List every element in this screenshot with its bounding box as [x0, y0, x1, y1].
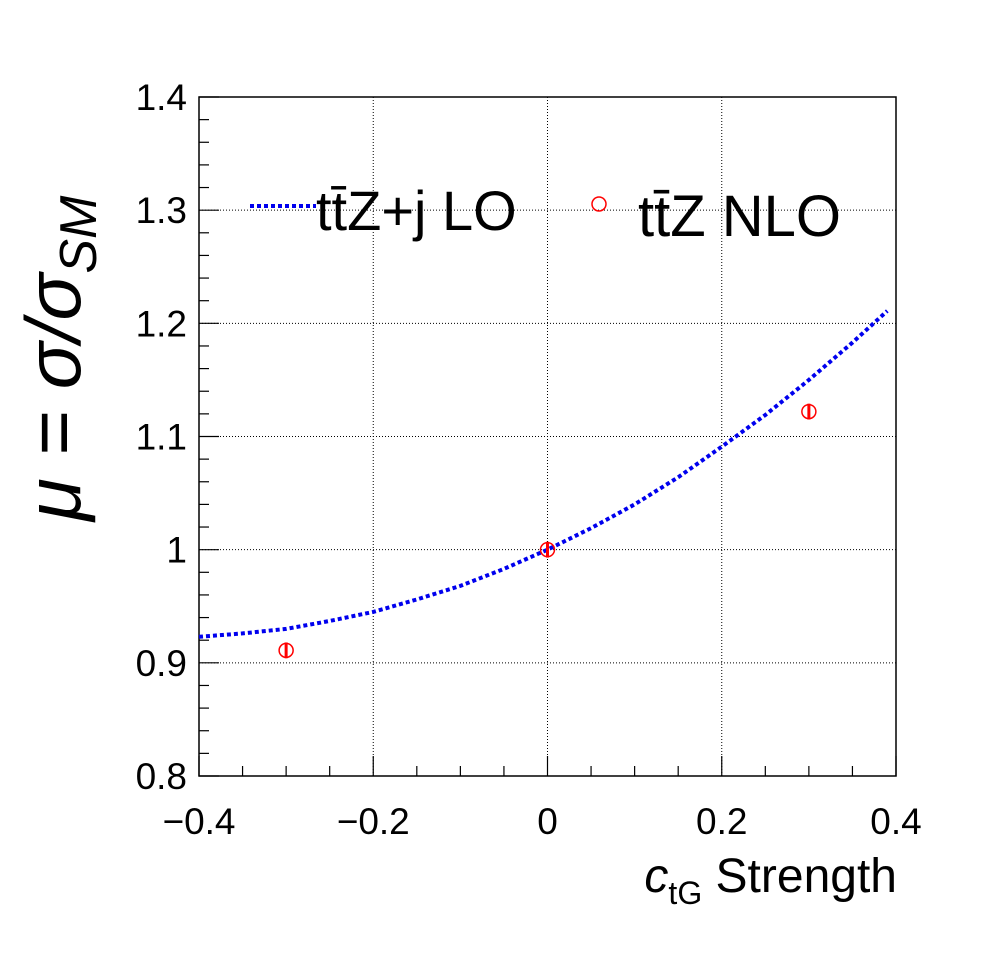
legend: tt̄Z+j LO tt̄Z NLO	[250, 179, 841, 249]
nlo-point	[539, 541, 556, 558]
series-nlo-points	[278, 403, 817, 659]
x-axis-title: ctG Strength	[644, 850, 897, 911]
minor-ticks	[198, 96, 897, 777]
nlo-point	[278, 642, 294, 659]
nlo-point	[801, 403, 817, 420]
nlo-marker	[539, 541, 556, 558]
y-tick-label: 0.9	[136, 643, 187, 684]
x-tick-label: −0.4	[162, 801, 235, 842]
y-tick-label: 1.3	[136, 190, 187, 231]
lo-curve	[198, 309, 889, 639]
nlo-marker	[801, 403, 817, 420]
y-tick-label: 1	[166, 530, 187, 571]
legend-lo-label: tt̄Z+j LO	[316, 179, 517, 242]
x-tick-label: 0.4	[870, 801, 921, 842]
nlo-marker	[278, 642, 294, 659]
x-tick-label: −0.2	[337, 801, 410, 842]
legend-nlo-label: tt̄Z NLO	[638, 184, 841, 249]
x-tick-label: 0.2	[696, 801, 747, 842]
y-axis-title: μ = σ/σSM	[9, 195, 108, 523]
y-tick-label: 1.1	[136, 417, 187, 458]
x-tick-label: 0	[537, 801, 558, 842]
x-tick-labels: −0.4 −0.2 0 0.2 0.4	[162, 801, 921, 842]
y-tick-labels: 0.8 0.9 1 1.1 1.2 1.3 1.4	[136, 77, 187, 797]
series-lo-curve	[198, 309, 889, 639]
y-tick-label: 0.8	[136, 756, 187, 797]
y-tick-label: 1.4	[136, 77, 187, 118]
y-tick-label: 1.2	[136, 303, 187, 344]
legend-nlo-marker	[591, 196, 607, 212]
